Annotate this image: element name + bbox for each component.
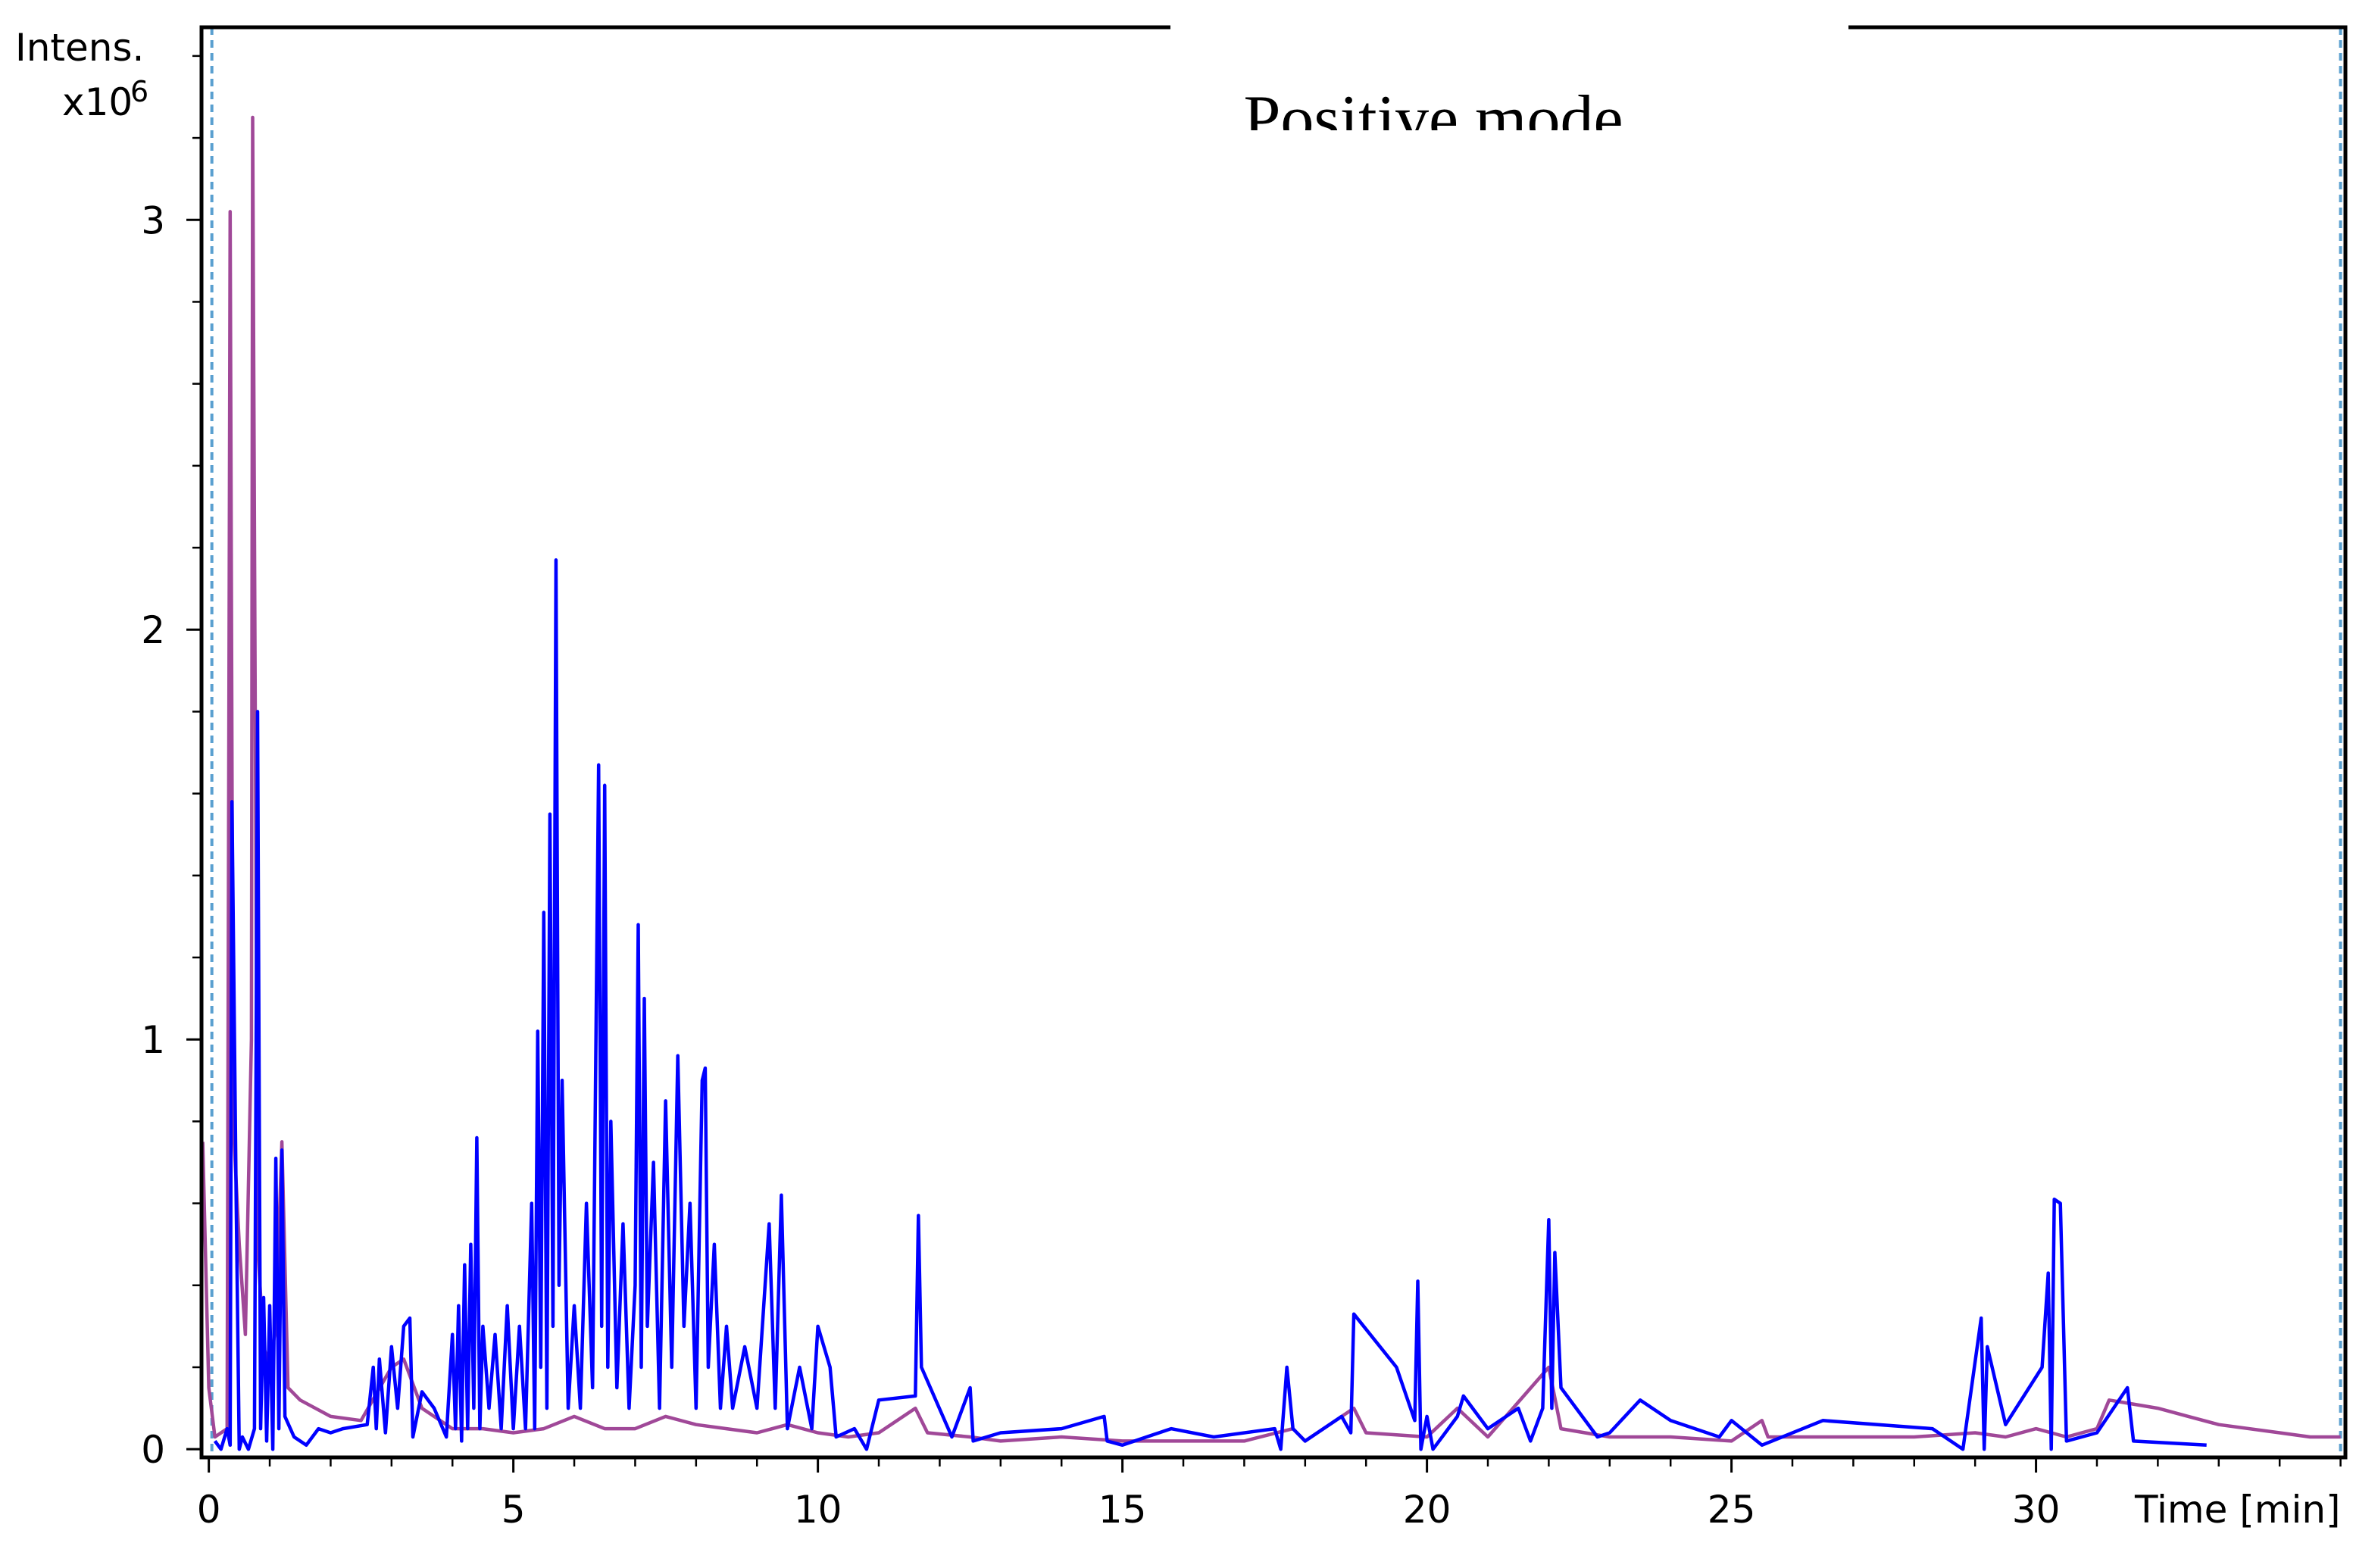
plot-area (202, 27, 2342, 1457)
y-tick-label: 3 (141, 198, 165, 242)
y-multiplier: x10 (62, 80, 133, 124)
series-line (213, 558, 2207, 1451)
x-tick-label: 15 (1098, 1488, 1147, 1532)
y-tick-label: 0 (141, 1428, 165, 1472)
x-axis-label: Time [min] (2134, 1488, 2341, 1532)
title-box (1170, 21, 1848, 130)
series-line (202, 115, 2341, 1443)
chart-title: Positive mode (1243, 83, 1623, 156)
x-tick-label: 5 (502, 1488, 526, 1532)
x-tick-label: 20 (1403, 1488, 1451, 1532)
x-tick-label: 0 (197, 1488, 221, 1532)
y-tick-label: 2 (141, 608, 165, 652)
y-axis-label: Intens. (15, 26, 144, 70)
plot-frame (199, 25, 2348, 1460)
y-tick-label: 1 (141, 1018, 165, 1062)
x-tick-label: 30 (2012, 1488, 2061, 1532)
x-tick-label: 10 (794, 1488, 842, 1532)
x-tick-label: 25 (1708, 1488, 1756, 1532)
y-multiplier-exponent: 6 (130, 75, 148, 108)
